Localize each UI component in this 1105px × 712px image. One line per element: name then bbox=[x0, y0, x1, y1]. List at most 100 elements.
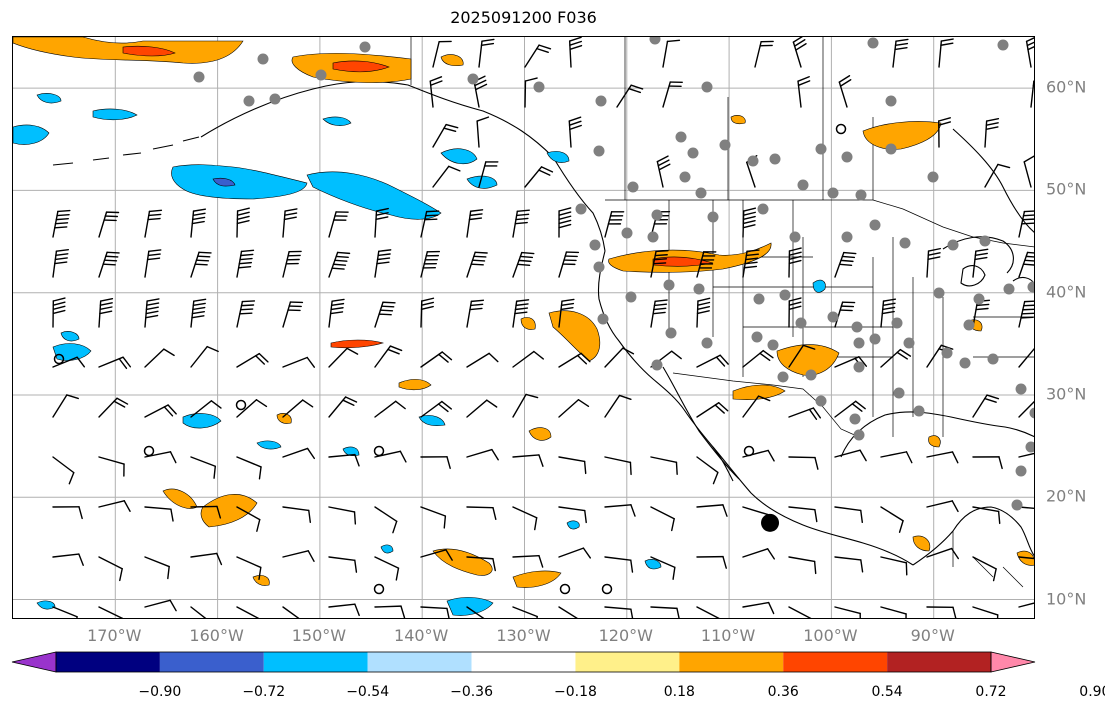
station-dot bbox=[805, 369, 817, 381]
colorbar-tick-label: 0.36 bbox=[767, 684, 799, 700]
wind-barb bbox=[512, 350, 544, 368]
warm-blob bbox=[200, 493, 258, 528]
wind-barb bbox=[604, 504, 636, 517]
colorbar-extend-low bbox=[11, 651, 57, 673]
wind-barb bbox=[524, 44, 552, 68]
coastlines bbox=[52, 80, 1034, 566]
wind-barb bbox=[98, 397, 129, 418]
wind-barb bbox=[432, 40, 452, 68]
wind-barb bbox=[512, 209, 530, 238]
station-dot bbox=[595, 95, 607, 107]
wind-barb bbox=[282, 301, 304, 328]
wind-barb bbox=[834, 606, 861, 618]
warm-blob bbox=[730, 115, 746, 125]
colorbar-segment bbox=[679, 652, 784, 672]
colorbar-tick-label: 0.54 bbox=[871, 684, 903, 700]
calm-circle bbox=[373, 583, 385, 595]
station-dot bbox=[893, 387, 905, 399]
wind-barb bbox=[328, 211, 349, 238]
wind-barb bbox=[52, 553, 84, 566]
wind-barb bbox=[512, 606, 538, 618]
wind-barb bbox=[144, 404, 177, 418]
wind-barb bbox=[972, 394, 1000, 418]
wind-barb bbox=[938, 117, 952, 148]
wind-barb bbox=[236, 352, 269, 368]
wind-barb bbox=[52, 456, 75, 485]
warm-blob bbox=[332, 60, 390, 73]
colorbar-tick-label: −0.90 bbox=[138, 684, 182, 700]
wind-barb bbox=[650, 506, 675, 532]
wind-barb bbox=[52, 506, 83, 520]
wind-barb bbox=[144, 298, 160, 328]
wind-barb bbox=[880, 298, 897, 328]
cool-blob bbox=[52, 343, 92, 361]
map-canvas bbox=[13, 37, 1034, 618]
wind-barb bbox=[512, 299, 530, 328]
wind-barb bbox=[190, 298, 207, 328]
warm-blob bbox=[512, 570, 562, 588]
wind-barb bbox=[558, 251, 580, 278]
wind-barb bbox=[788, 456, 819, 470]
station-dot bbox=[933, 287, 945, 299]
wind-barb bbox=[788, 344, 816, 368]
cool-blob bbox=[546, 151, 570, 163]
wind-barb bbox=[650, 606, 680, 618]
station-dot bbox=[841, 231, 853, 243]
wind-barb bbox=[236, 207, 250, 238]
wind-barb bbox=[834, 506, 864, 524]
station-dot bbox=[1015, 383, 1027, 395]
colorbar-segment bbox=[159, 652, 264, 672]
wind-barb bbox=[236, 556, 262, 581]
station-dot bbox=[651, 359, 663, 371]
station-dot bbox=[467, 73, 479, 85]
wind-barb bbox=[466, 299, 485, 328]
cool-blob bbox=[466, 175, 498, 189]
wind-barb bbox=[466, 606, 485, 618]
wind-barb bbox=[328, 396, 358, 418]
wind-barb bbox=[1018, 347, 1034, 368]
wind-barb bbox=[144, 209, 163, 238]
calm-circle bbox=[743, 445, 755, 457]
wind-barb bbox=[834, 251, 857, 278]
station-dot bbox=[979, 235, 991, 247]
warm-blob bbox=[912, 535, 931, 552]
warm-blob bbox=[776, 344, 840, 376]
calm-circle bbox=[143, 445, 155, 457]
wind-barb bbox=[420, 549, 453, 561]
cool-blob bbox=[256, 440, 282, 450]
wind-barb bbox=[558, 399, 590, 418]
station-dot bbox=[1025, 441, 1034, 453]
colorbar-tick-label: 0.18 bbox=[663, 684, 695, 700]
wind-barb bbox=[98, 211, 120, 238]
station-dot bbox=[869, 333, 881, 345]
cool-blob bbox=[644, 559, 662, 570]
station-dot bbox=[959, 357, 971, 369]
wind-barb bbox=[190, 505, 222, 519]
wind-barb bbox=[742, 395, 771, 418]
wind-barb bbox=[604, 211, 625, 238]
wind-barb bbox=[466, 209, 484, 238]
warm-blob bbox=[528, 427, 552, 441]
wind-barb bbox=[834, 301, 856, 328]
us-canada-border bbox=[605, 199, 1034, 248]
wind-barb bbox=[696, 456, 719, 485]
station-dot bbox=[987, 353, 999, 365]
wind-barb bbox=[190, 400, 222, 418]
cool-blob bbox=[60, 331, 80, 342]
wind-barb bbox=[834, 449, 867, 462]
station-dot bbox=[997, 39, 1009, 51]
station-dot bbox=[693, 283, 705, 295]
station-dot bbox=[827, 187, 839, 199]
wind-barb bbox=[144, 348, 175, 368]
lat-tick-label: 20°N bbox=[1046, 486, 1087, 506]
calm-circle bbox=[835, 123, 847, 135]
station-dot bbox=[841, 151, 853, 163]
wind-barb bbox=[972, 506, 1001, 525]
wind-barb bbox=[52, 606, 78, 618]
wind-barb bbox=[374, 450, 407, 463]
alaska-coast bbox=[200, 80, 606, 252]
cool-blob bbox=[182, 413, 222, 429]
wind-barb bbox=[696, 555, 727, 569]
wind-barb bbox=[742, 249, 760, 278]
wind-barb bbox=[144, 451, 177, 464]
